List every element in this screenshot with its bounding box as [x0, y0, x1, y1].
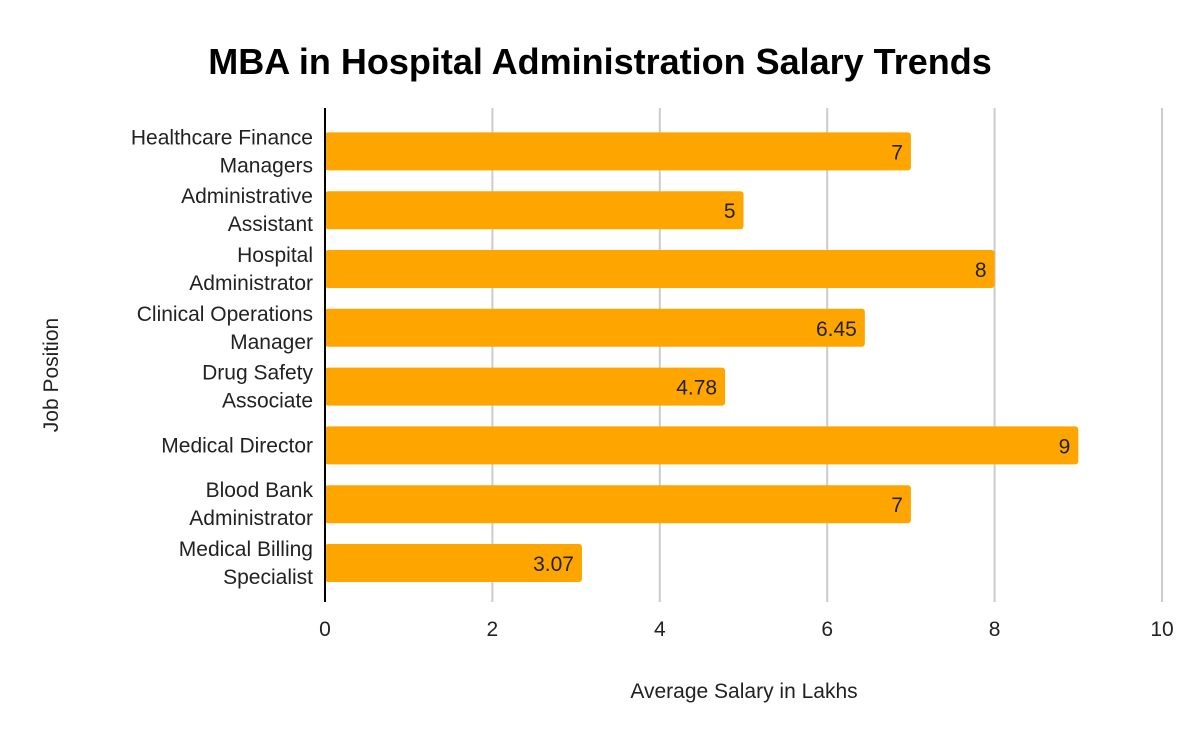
category-label-line: Administrator	[189, 507, 313, 530]
category-label-line: Administrative	[181, 185, 313, 208]
x-tick-label-3: 6	[821, 618, 833, 641]
bars	[325, 132, 1079, 582]
category-label-line: Managers	[220, 154, 313, 177]
category-label-line: Specialist	[223, 566, 313, 589]
category-label-line: Administrator	[189, 272, 313, 295]
data-label-6: 7	[891, 494, 903, 517]
category-label-line: Assistant	[228, 213, 313, 236]
category-label-7: Medical Billing Specialist	[179, 538, 313, 589]
bar-1	[325, 191, 744, 230]
chart-title: MBA in Hospital Administration Salary Tr…	[208, 41, 991, 82]
x-tick-label-2: 4	[654, 618, 666, 641]
bar-4	[325, 367, 726, 406]
y-axis-title: Job Position	[40, 318, 63, 432]
category-label-1: Administrative Assistant	[181, 185, 313, 236]
category-labels: Healthcare Finance Managers Administrative…	[131, 126, 314, 589]
x-tick-labels: 0 2 4 6 8 10	[319, 618, 1174, 641]
category-label-line: Drug Safety	[202, 362, 313, 385]
gridlines	[491, 108, 1163, 602]
data-labels: 7 5 8 6.45 4.78 9 7 3.07	[533, 141, 1070, 576]
category-label-3: Clinical Operations Manager	[137, 303, 313, 354]
data-label-3: 6.45	[816, 318, 857, 341]
x-tick-label-1: 2	[487, 618, 499, 641]
category-label-4: Drug Safety Associate	[202, 362, 313, 413]
data-label-0: 7	[891, 141, 903, 164]
category-label-line: Medical Director	[161, 434, 313, 457]
category-label-line: Associate	[222, 390, 313, 413]
bar-6	[325, 485, 911, 524]
bar-2	[325, 250, 995, 288]
category-label-line: Medical Billing	[179, 538, 313, 561]
x-axis-title: Average Salary in Lakhs	[630, 680, 857, 703]
x-tick-label-5: 10	[1150, 618, 1173, 641]
category-label-line: Hospital	[237, 244, 313, 267]
category-label-line: Blood Bank	[206, 479, 314, 502]
x-tick-label-0: 0	[319, 618, 331, 641]
category-label-2: Hospital Administrator	[189, 244, 313, 295]
category-label-0: Healthcare Finance Managers	[131, 126, 313, 177]
bar-5	[325, 426, 1079, 465]
bar-7	[325, 544, 582, 582]
data-label-1: 5	[724, 200, 736, 223]
x-tick-label-4: 8	[989, 618, 1001, 641]
category-label-line: Clinical Operations	[137, 303, 313, 326]
category-label-5: Medical Director	[161, 434, 313, 457]
data-label-4: 4.78	[676, 377, 717, 400]
bar-0	[325, 132, 911, 171]
bar-3	[325, 308, 865, 347]
data-label-2: 8	[975, 259, 987, 282]
data-label-5: 9	[1059, 435, 1071, 458]
data-label-7: 3.07	[533, 553, 574, 576]
category-label-line: Healthcare Finance	[131, 126, 313, 149]
category-label-line: Manager	[230, 331, 313, 354]
category-label-6: Blood Bank Administrator	[189, 479, 313, 530]
